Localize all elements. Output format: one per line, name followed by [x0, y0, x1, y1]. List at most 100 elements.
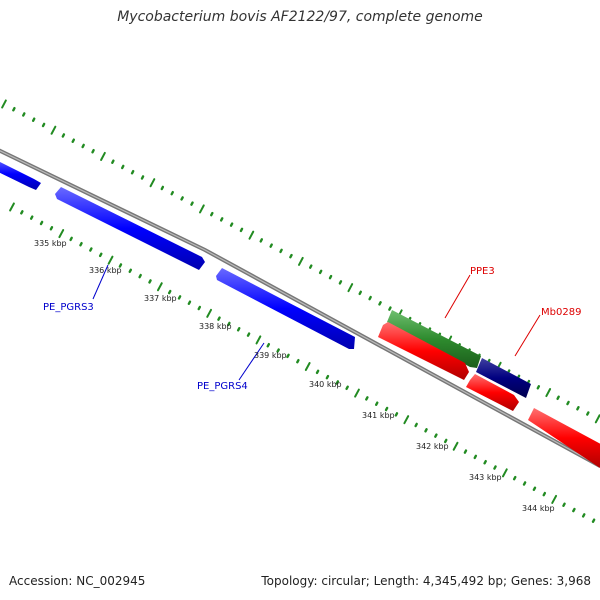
minor-tick	[286, 353, 290, 359]
minor-tick	[22, 112, 26, 117]
minor-tick	[217, 316, 221, 321]
minor-tick	[318, 269, 323, 275]
major-tick	[304, 361, 311, 372]
major-tick	[297, 256, 304, 266]
label-leaders	[92, 264, 541, 381]
scale-label: 340 kbp	[309, 380, 342, 389]
major-tick	[403, 415, 410, 425]
major-tick	[107, 255, 114, 265]
inner-tick-track	[9, 202, 596, 523]
minor-tick	[266, 342, 271, 348]
minor-tick	[473, 454, 478, 460]
minor-tick	[384, 406, 389, 412]
minor-tick	[532, 486, 537, 492]
minor-tick	[566, 400, 570, 406]
minor-tick	[236, 327, 241, 332]
gene-arrow-blue-left[interactable]	[0, 158, 41, 190]
gene-arrow-ppe3[interactable]	[387, 310, 481, 368]
scale-label: 343 kbp	[469, 473, 502, 482]
major-tick	[248, 230, 255, 240]
minor-tick	[572, 507, 576, 513]
minor-tick	[536, 385, 541, 390]
minor-tick	[414, 422, 418, 428]
minor-tick	[210, 211, 214, 217]
minor-tick	[160, 185, 165, 191]
minor-tick	[576, 406, 580, 411]
minor-tick	[29, 215, 34, 220]
major-tick	[9, 202, 15, 212]
major-tick	[100, 151, 106, 161]
gene-arrow-pe-pgrs4[interactable]	[216, 268, 355, 349]
minor-tick	[434, 433, 438, 438]
gene-arrow-red-1[interactable]	[378, 322, 469, 380]
minor-tick	[394, 412, 399, 417]
major-tick	[594, 414, 600, 424]
minor-tick	[89, 247, 93, 252]
minor-tick	[31, 117, 36, 122]
minor-tick	[269, 243, 273, 248]
minor-tick	[49, 226, 54, 231]
minor-tick	[345, 385, 349, 391]
outer-genes	[387, 310, 531, 398]
minor-tick	[358, 290, 362, 296]
major-tick	[255, 335, 262, 345]
minor-tick	[128, 268, 133, 274]
minor-tick	[335, 380, 340, 385]
minor-tick	[229, 222, 234, 227]
minor-tick	[259, 238, 264, 243]
major-tick	[199, 204, 205, 214]
minor-tick	[586, 411, 590, 416]
minor-tick	[562, 502, 566, 508]
scale-label: 341 kbp	[362, 411, 395, 420]
minor-tick	[276, 348, 280, 353]
major-tick	[50, 125, 57, 135]
major-tick	[149, 178, 156, 188]
major-tick	[347, 283, 354, 293]
scale-label: 344 kbp	[522, 504, 555, 513]
major-tick	[545, 388, 552, 398]
minor-tick	[338, 280, 343, 285]
minor-tick	[246, 332, 251, 337]
minor-tick	[20, 210, 24, 215]
minor-tick	[424, 428, 428, 433]
minor-tick	[463, 449, 468, 454]
minor-tick	[591, 518, 596, 523]
backbone	[0, 148, 600, 468]
minor-tick	[190, 201, 194, 206]
minor-tick	[542, 491, 547, 497]
gene-arrow-mb0289[interactable]	[476, 358, 531, 398]
reverse-genes	[378, 322, 600, 468]
minor-tick	[12, 106, 16, 112]
major-tick	[354, 388, 360, 398]
minor-tick	[39, 220, 44, 226]
minor-tick	[279, 248, 283, 254]
gene-label-pe-pgrs4[interactable]: PE_PGRS4	[197, 381, 248, 392]
minor-tick	[308, 264, 313, 269]
major-tick	[156, 282, 163, 292]
gene-arrow-red-2[interactable]	[466, 374, 519, 411]
gene-arrow-red-3[interactable]	[528, 408, 600, 468]
gene-label-mb0289[interactable]: Mb0289	[541, 307, 581, 318]
major-tick	[452, 441, 459, 451]
minor-tick	[140, 175, 145, 180]
minor-tick	[167, 289, 172, 295]
minor-tick	[296, 358, 300, 364]
minor-tick	[41, 122, 46, 128]
minor-tick	[219, 217, 224, 222]
minor-tick	[69, 236, 73, 242]
gene-arrow-pe-pgrs3[interactable]	[55, 187, 205, 270]
scale-label: 335 kbp	[34, 239, 67, 248]
minor-tick	[374, 401, 379, 406]
minor-tick	[493, 465, 497, 470]
major-tick	[1, 99, 7, 109]
gene-label-ppe3[interactable]: PPE3	[470, 266, 495, 277]
minor-tick	[227, 321, 231, 327]
minor-tick	[239, 227, 244, 233]
scale-label: 342 kbp	[416, 442, 449, 451]
minor-tick	[187, 300, 192, 305]
gene-label-pe-pgrs3[interactable]: PE_PGRS3	[43, 302, 94, 313]
minor-tick	[581, 513, 586, 518]
accession-text: Accession: NC_002945	[9, 574, 146, 588]
minor-tick	[325, 374, 330, 380]
